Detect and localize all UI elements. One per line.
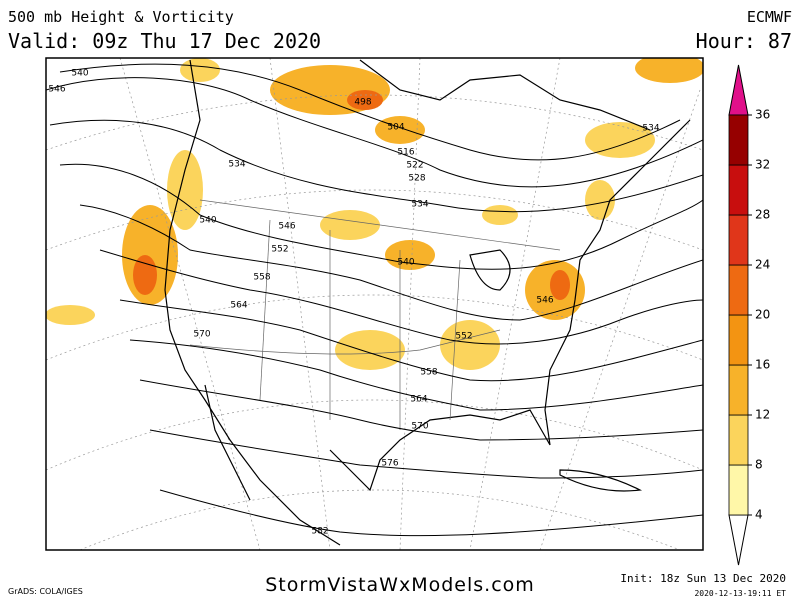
colorbar-tick-label: 16 — [755, 358, 770, 372]
software-credit: GrADS: COLA/IGES — [8, 587, 83, 596]
colorbar-over-arrow — [728, 64, 749, 116]
contour-label: 570 — [193, 330, 210, 340]
forecast-hour: Hour: 87 — [696, 29, 792, 53]
colorbar-tick-label: 32 — [755, 158, 770, 172]
title: 500 mb Height & Vorticity — [8, 8, 234, 26]
init-time: Init: 18z Sun 13 Dec 2020 — [620, 572, 786, 585]
contour-label: 552 — [271, 245, 288, 255]
contour-label: 582 — [311, 527, 328, 537]
map-area: 540 546 498 504 516 522 528 534 534 540 … — [46, 58, 703, 550]
colorbar-tick-label: 12 — [755, 408, 770, 422]
contour-label: 552 — [455, 332, 472, 342]
timestamp: 2020-12-13-19:11 ET — [694, 589, 786, 598]
valid-time: Valid: 09z Thu 17 Dec 2020 — [8, 29, 321, 53]
contour-labels: 540 546 498 504 516 522 528 534 534 540 … — [48, 69, 659, 537]
state-borders — [189, 199, 561, 430]
contour-label: 558 — [253, 273, 270, 283]
colorbar: 4 8 12 16 20 24 28 32 36 — [728, 64, 770, 566]
contour-label: 534 — [411, 200, 428, 210]
contour-label: 546 — [536, 296, 553, 306]
contour-label: 576 — [381, 459, 398, 469]
model-name: ECMWF — [747, 8, 792, 26]
colorbar-tick-label: 24 — [755, 258, 770, 272]
contour-label: 540 — [71, 69, 88, 79]
coastline — [164, 59, 691, 546]
contour-label: 504 — [387, 123, 404, 133]
colorbar-tick-label: 36 — [755, 108, 770, 122]
contour-label: 534 — [228, 160, 245, 170]
colorbar-band — [728, 214, 749, 266]
site-name: StormVistaWxModels.com — [265, 574, 535, 596]
contour-label: 546 — [278, 222, 295, 232]
colorbar-band — [728, 114, 749, 166]
contour-label: 570 — [411, 422, 428, 432]
colorbar-band — [728, 464, 749, 516]
map-frame — [45, 57, 704, 551]
colorbar-band — [728, 414, 749, 466]
colorbar-tick-label: 28 — [755, 208, 770, 222]
contour-label: 540 — [199, 216, 216, 226]
contour-label: 564 — [410, 395, 427, 405]
colorbar-band — [728, 264, 749, 316]
colorbar-band — [728, 364, 749, 416]
contour-label: 498 — [354, 98, 371, 108]
contour-label: 522 — [406, 161, 423, 171]
contour-label: 528 — [408, 174, 425, 184]
colorbar-tick-label: 8 — [755, 458, 763, 472]
colorbar-band — [728, 314, 749, 366]
colorbar-under-arrow — [728, 514, 749, 566]
contour-label: 546 — [48, 85, 65, 95]
colorbar-band — [728, 164, 749, 216]
colorbar-tick-label: 20 — [755, 308, 770, 322]
height-contours — [46, 63, 703, 537]
vorticity-shading — [46, 58, 703, 370]
contour-label: 540 — [397, 258, 414, 268]
contour-label: 534 — [642, 124, 659, 134]
colorbar-tick-label: 4 — [755, 508, 763, 522]
contour-label: 564 — [230, 301, 247, 311]
contour-label: 558 — [420, 368, 437, 378]
contour-label: 516 — [397, 148, 414, 158]
